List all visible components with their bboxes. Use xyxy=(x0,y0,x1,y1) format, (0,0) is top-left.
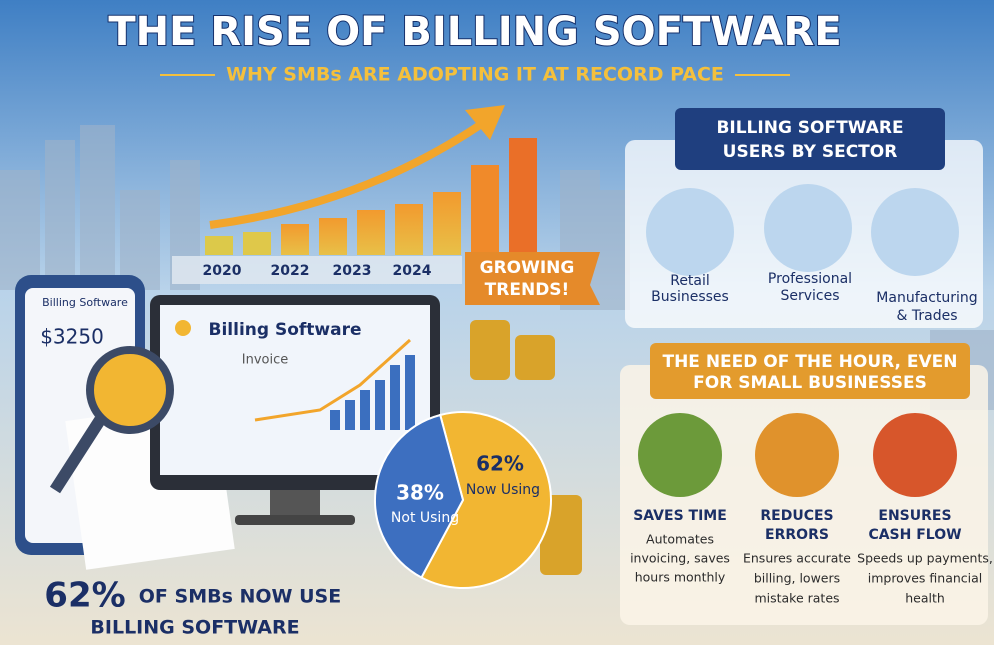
magnifier-handle xyxy=(49,416,106,494)
pie-value-label: 38% xyxy=(396,481,444,505)
pie-category-label: Not Using xyxy=(391,510,459,526)
highlight-text: OF SMBs NOW USE xyxy=(139,586,341,608)
benefit-text: Automates xyxy=(646,532,714,547)
year-label: 2024 xyxy=(393,263,432,279)
benefit-text: improves financial xyxy=(868,571,983,586)
subtitle: WHY SMBs ARE ADOPTING IT AT RECORD PACE xyxy=(226,64,724,86)
benefit-text: mistake rates xyxy=(754,591,839,606)
cashflow-icon xyxy=(873,413,957,497)
needs-title: THE NEED OF THE HOUR, EVEN xyxy=(662,352,957,372)
phone-app: Billing Software xyxy=(42,296,128,309)
timeline-strip xyxy=(172,256,462,284)
benefit-text: Ensures accurate xyxy=(743,551,851,566)
year-label: 2020 xyxy=(203,263,242,279)
needs-header xyxy=(650,343,970,399)
pie-slice xyxy=(374,413,465,579)
sector-title: USERS BY SECTOR xyxy=(723,142,898,162)
pie-value-label: 62% xyxy=(476,452,524,476)
title: THE RISE OF BILLING SOFTWARE xyxy=(108,9,841,55)
pie-chart xyxy=(374,411,552,589)
badge-text: TRENDS! xyxy=(485,280,570,300)
benefit-text: Speeds up payments, xyxy=(857,551,993,566)
manufacturing-icon xyxy=(871,188,959,276)
growth-bars xyxy=(205,105,537,255)
trend-flag xyxy=(465,252,600,305)
sector-label: Retail xyxy=(670,273,710,289)
monitor-base xyxy=(235,515,355,525)
sector-title: BILLING SOFTWARE xyxy=(716,118,903,138)
time-icon xyxy=(638,413,722,497)
year-label: 2022 xyxy=(271,263,310,279)
benefit-text: health xyxy=(905,591,945,606)
pie-slice xyxy=(420,411,552,589)
needs-title: FOR SMALL BUSINESSES xyxy=(693,373,927,393)
benefit-title: ERRORS xyxy=(765,527,829,543)
pie-category-label: Now Using xyxy=(466,482,540,498)
benefit-title: REDUCES xyxy=(760,508,833,524)
screen-trend xyxy=(254,338,412,422)
sector-label: Professional xyxy=(768,271,852,287)
professional-icon xyxy=(764,184,852,272)
highlight-text: BILLING SOFTWARE xyxy=(90,617,299,639)
benefit-text: hours monthly xyxy=(635,570,726,585)
errors-icon xyxy=(755,413,839,497)
sector-label: Businesses xyxy=(651,289,729,305)
monitor-app: Billing Software xyxy=(209,320,362,340)
sector-label: & Trades xyxy=(897,308,958,324)
sector-header xyxy=(675,108,945,170)
benefit-title: SAVES TIME xyxy=(633,508,727,524)
screen-bars xyxy=(330,355,415,430)
benefit-text: billing, lowers xyxy=(754,571,840,586)
benefit-title: CASH FLOW xyxy=(868,527,961,543)
badge-text: GROWING xyxy=(480,258,575,278)
sector-label: Manufacturing xyxy=(876,290,977,306)
sector-label: Services xyxy=(780,288,839,304)
year-label: 2023 xyxy=(333,263,372,279)
phone-amount: $3250 xyxy=(40,325,104,349)
benefit-title: ENSURES xyxy=(878,508,951,524)
app-icon xyxy=(175,320,191,336)
magnifier xyxy=(86,346,174,434)
highlight-figure: 62% xyxy=(44,576,125,616)
retail-icon xyxy=(646,188,734,276)
benefit-text: invoicing, saves xyxy=(630,551,730,566)
monitor-section: Invoice xyxy=(242,353,288,368)
monitor-stand xyxy=(270,490,320,515)
